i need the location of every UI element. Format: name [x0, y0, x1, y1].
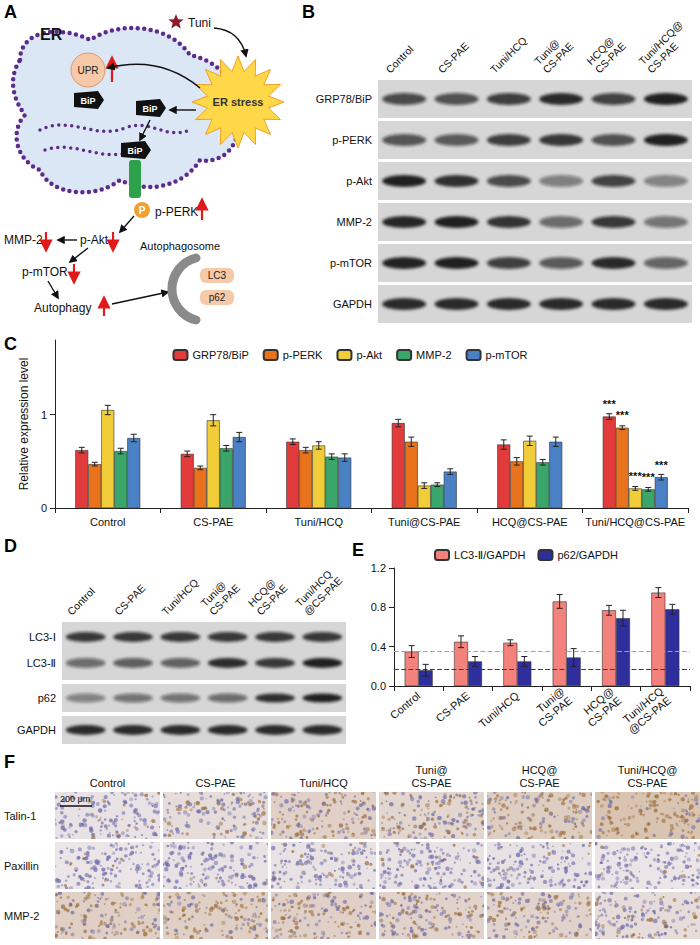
svg-text:Tuni/HCQ: Tuni/HCQ — [159, 576, 200, 617]
svg-text:***: *** — [603, 398, 617, 410]
svg-text:ER: ER — [40, 26, 63, 43]
svg-text:Autophagy: Autophagy — [34, 301, 91, 315]
svg-text:D: D — [4, 536, 17, 556]
svg-text:Tuni@CS-PAE: Tuni@CS-PAE — [198, 573, 242, 617]
svg-text:Relative expression level: Relative expression level — [17, 358, 31, 491]
svg-text:CS-PAE: CS-PAE — [435, 40, 471, 76]
svg-text:200 μm: 200 μm — [60, 794, 90, 804]
svg-text:HCQ@: HCQ@ — [581, 684, 616, 717]
svg-text:HCQ@CS-PAE: HCQ@CS-PAE — [519, 764, 559, 789]
svg-text:p-PERK: p-PERK — [155, 205, 198, 219]
svg-text:Tuni@: Tuni@ — [534, 684, 567, 715]
svg-text:CS-PAE: CS-PAE — [585, 694, 623, 729]
svg-text:Paxillin: Paxillin — [4, 860, 39, 872]
svg-text:p-mTOR: p-mTOR — [22, 265, 68, 279]
svg-text:BiP: BiP — [142, 104, 157, 114]
svg-text:Tuni/HCQ@CS-PAE: Tuni/HCQ@CS-PAE — [618, 764, 678, 789]
svg-text:p-Akt: p-Akt — [80, 233, 109, 247]
svg-text:GAPDH: GAPDH — [17, 724, 56, 736]
svg-text:***: *** — [629, 470, 643, 482]
svg-text:***: *** — [642, 471, 656, 483]
svg-text:Control: Control — [383, 43, 415, 75]
svg-text:A: A — [4, 2, 17, 22]
svg-text:GAPDH: GAPDH — [333, 298, 372, 310]
svg-text:Control: Control — [388, 689, 423, 721]
svg-text:p-PERK: p-PERK — [283, 349, 323, 361]
svg-text:Tuni/HCQ@CS-PAE: Tuni/HCQ@CS-PAE — [293, 566, 345, 618]
svg-text:0: 0 — [41, 502, 47, 514]
svg-text:Control: Control — [90, 516, 125, 528]
svg-text:Tuni/HCQ@CS-PAE: Tuni/HCQ@CS-PAE — [636, 18, 693, 75]
svg-text:ER stress: ER stress — [213, 96, 264, 108]
svg-text:MMP-2: MMP-2 — [416, 349, 451, 361]
svg-text:E: E — [352, 540, 364, 560]
svg-text:Control: Control — [90, 777, 125, 789]
svg-text:UPR: UPR — [77, 65, 98, 76]
svg-text:GRP78/BiP: GRP78/BiP — [192, 349, 248, 361]
svg-text:@CS-PAE: @CS-PAE — [626, 694, 673, 736]
svg-text:LC3-Ⅱ/GAPDH: LC3-Ⅱ/GAPDH — [454, 549, 525, 561]
svg-text:Tuni/HCQ: Tuni/HCQ — [620, 684, 666, 726]
svg-text:0.8: 0.8 — [371, 601, 386, 613]
svg-text:B: B — [302, 2, 315, 22]
svg-text:CS-PAE: CS-PAE — [195, 777, 235, 789]
svg-text:LC3-Ⅰ: LC3-Ⅰ — [29, 631, 56, 643]
svg-text:p-Akt: p-Akt — [356, 349, 382, 361]
svg-text:Tuni/HCQ: Tuni/HCQ — [488, 34, 529, 75]
svg-text:CS-PAE: CS-PAE — [433, 689, 471, 724]
svg-text:Tuni/HCQ: Tuni/HCQ — [295, 516, 344, 528]
svg-text:LC3-Ⅱ: LC3-Ⅱ — [27, 657, 56, 669]
svg-text:MMP-2: MMP-2 — [337, 216, 372, 228]
svg-text:1: 1 — [41, 409, 47, 421]
svg-text:F: F — [4, 752, 15, 772]
svg-text:CS-PAE: CS-PAE — [193, 516, 233, 528]
svg-text:Tuni@CS-PAE: Tuni@CS-PAE — [411, 764, 451, 789]
svg-text:GRP78/BiP: GRP78/BiP — [316, 93, 372, 105]
svg-text:C: C — [4, 334, 17, 354]
svg-text:Tuni/HCQ: Tuni/HCQ — [299, 777, 348, 789]
svg-text:Control: Control — [65, 585, 97, 617]
svg-text:Talin-1: Talin-1 — [4, 810, 36, 822]
svg-text:Tuni@CS-PAE: Tuni@CS-PAE — [532, 31, 576, 75]
svg-text:***: *** — [616, 409, 630, 421]
svg-text:HCQ@CS-PAE: HCQ@CS-PAE — [584, 31, 628, 75]
svg-text:BiP: BiP — [127, 146, 142, 156]
svg-text:P: P — [139, 205, 146, 216]
svg-text:***: *** — [655, 459, 669, 471]
svg-text:MMP-2: MMP-2 — [4, 910, 39, 922]
svg-text:p62: p62 — [209, 292, 226, 303]
svg-text:Tuni@CS-PAE: Tuni@CS-PAE — [388, 516, 460, 528]
svg-text:0.0: 0.0 — [371, 680, 386, 692]
svg-text:p-mTOR: p-mTOR — [330, 257, 372, 269]
svg-text:HCQ@CS-PAE: HCQ@CS-PAE — [492, 516, 568, 528]
svg-text:BiP: BiP — [80, 96, 95, 106]
svg-text:p62/GAPDH: p62/GAPDH — [557, 549, 618, 561]
svg-text:p-Akt: p-Akt — [346, 175, 372, 187]
svg-text:MMP-2: MMP-2 — [4, 233, 43, 247]
svg-text:p-mTOR: p-mTOR — [486, 349, 528, 361]
svg-text:LC3: LC3 — [208, 270, 227, 281]
svg-text:Autophagosome: Autophagosome — [140, 240, 220, 252]
svg-text:0.4: 0.4 — [371, 641, 386, 653]
svg-text:Tuni/HCQ: Tuni/HCQ — [476, 689, 521, 730]
svg-text:p62: p62 — [38, 692, 56, 704]
svg-text:Tuni/HCQ@CS-PAE: Tuni/HCQ@CS-PAE — [585, 516, 685, 528]
svg-text:1.2: 1.2 — [371, 562, 386, 574]
svg-text:HCQ@CS-PAE: HCQ@CS-PAE — [245, 573, 289, 617]
svg-text:CS-PAE: CS-PAE — [112, 582, 148, 618]
svg-text:p-PERK: p-PERK — [332, 134, 372, 146]
svg-text:CS-PAE: CS-PAE — [536, 694, 574, 729]
svg-text:Tuni: Tuni — [188, 16, 211, 30]
